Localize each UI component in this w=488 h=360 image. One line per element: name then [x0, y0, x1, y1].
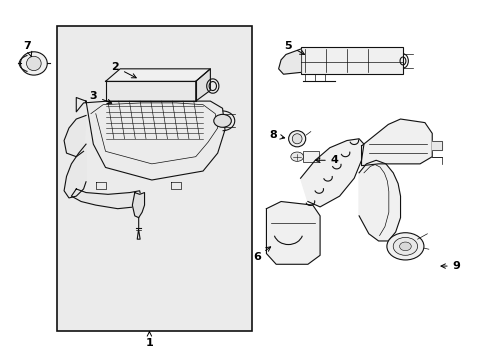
Circle shape — [386, 233, 423, 260]
Circle shape — [392, 237, 417, 255]
Polygon shape — [76, 98, 224, 180]
FancyBboxPatch shape — [300, 47, 402, 74]
Ellipse shape — [20, 52, 47, 75]
Circle shape — [399, 242, 410, 251]
Polygon shape — [361, 119, 431, 166]
Bar — [303, 151, 318, 162]
Text: 7: 7 — [23, 41, 32, 57]
Text: 3: 3 — [89, 91, 111, 104]
Bar — [57, 26, 251, 330]
Polygon shape — [278, 49, 300, 74]
Polygon shape — [431, 140, 441, 149]
Text: 5: 5 — [284, 41, 304, 54]
Polygon shape — [105, 69, 210, 81]
Ellipse shape — [288, 131, 305, 147]
Polygon shape — [71, 189, 142, 209]
Text: 2: 2 — [111, 62, 136, 78]
Ellipse shape — [26, 56, 41, 71]
Polygon shape — [64, 116, 86, 157]
Text: 4: 4 — [315, 155, 338, 165]
Polygon shape — [266, 202, 320, 264]
Text: 6: 6 — [252, 247, 270, 262]
Circle shape — [213, 114, 231, 127]
Polygon shape — [300, 139, 363, 207]
Polygon shape — [64, 144, 86, 198]
Polygon shape — [358, 160, 400, 241]
Polygon shape — [132, 193, 144, 218]
Circle shape — [290, 152, 303, 161]
Polygon shape — [195, 69, 210, 101]
Text: 9: 9 — [440, 261, 460, 271]
Ellipse shape — [292, 134, 302, 144]
Text: 8: 8 — [268, 130, 284, 140]
Polygon shape — [105, 81, 195, 101]
Text: 1: 1 — [145, 332, 153, 348]
